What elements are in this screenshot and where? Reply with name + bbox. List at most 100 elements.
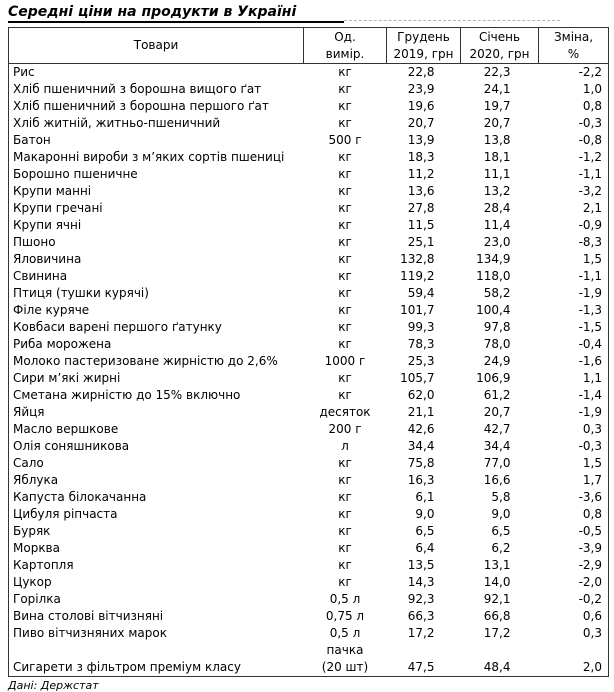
product-name-cell: Олія соняшникова bbox=[13, 439, 130, 453]
price-jan-2020-cell: 42,7 bbox=[483, 422, 511, 436]
price-jan-2020-cell: 18,1 bbox=[483, 150, 511, 164]
change-pct-cell: -2,2 bbox=[578, 65, 602, 79]
change-pct-cell: 0,3 bbox=[582, 626, 602, 640]
change-pct-cell: 2,1 bbox=[582, 201, 602, 215]
product-name-cell: Горілка bbox=[13, 592, 61, 606]
product-name-cell: Цукор bbox=[13, 575, 52, 589]
price-jan-2020-cell: 66,8 bbox=[483, 609, 511, 623]
product-name-cell: Свинина bbox=[13, 269, 68, 283]
table-row: Рис кг 22,8 22,3 -2,2 bbox=[9, 64, 609, 82]
unit-cell: кг bbox=[338, 575, 352, 589]
price-jan-2020-cell: 20,7 bbox=[483, 116, 511, 130]
title-row: Середні ціни на продукти в Україні bbox=[8, 5, 560, 23]
unit-cell: 500 г bbox=[328, 133, 362, 147]
unit-cell: пачка (20 шт) bbox=[321, 643, 369, 674]
unit-cell: кг bbox=[338, 65, 352, 79]
change-pct-cell: -0,2 bbox=[578, 592, 602, 606]
price-jan-2020-cell: 48,4 bbox=[483, 660, 511, 674]
price-dec-2019-cell: 34,4 bbox=[407, 439, 435, 453]
unit-cell: кг bbox=[338, 473, 352, 487]
product-name-cell: Сало bbox=[13, 456, 44, 470]
product-name-cell: Ковбаси варені першого ґатунку bbox=[13, 320, 222, 334]
table-row: Свинина кг 119,2 118,0 -1,1 bbox=[9, 268, 609, 285]
table-row: Хліб пшеничний з борошна першого ґат кг 19… bbox=[9, 98, 609, 115]
price-dec-2019-cell: 21,1 bbox=[407, 405, 435, 419]
price-dec-2019-cell: 11,2 bbox=[407, 167, 435, 181]
price-dec-2019-cell: 132,8 bbox=[400, 252, 435, 266]
price-dec-2019-cell: 62,0 bbox=[407, 388, 435, 402]
change-pct-cell: 0,8 bbox=[582, 507, 602, 521]
table-row: Борошно пшеничне кг 11,2 11,1 -1,1 bbox=[9, 166, 609, 183]
price-dec-2019-cell: 6,1 bbox=[415, 490, 435, 504]
change-pct-cell: 0,8 bbox=[582, 99, 602, 113]
product-name-cell: Крупи гречані bbox=[13, 201, 103, 215]
column-header-change: Зміна, % bbox=[538, 27, 609, 64]
price-dec-2019-cell: 119,2 bbox=[400, 269, 435, 283]
table-row: Вина столові вітчизняні 0,75 л 66,3 66,8 0,6 bbox=[9, 608, 609, 625]
unit-cell: кг bbox=[338, 286, 352, 300]
price-jan-2020-cell: 100,4 bbox=[476, 303, 511, 317]
product-name-cell: Філе куряче bbox=[13, 303, 90, 317]
change-pct-cell: -2,9 bbox=[578, 558, 602, 572]
unit-cell: 1000 г bbox=[324, 354, 366, 368]
price-dec-2019-cell: 17,2 bbox=[407, 626, 435, 640]
table-row: Картопля кг 13,5 13,1 -2,9 bbox=[9, 557, 609, 574]
price-jan-2020-cell: 13,1 bbox=[483, 558, 511, 572]
price-dec-2019-cell: 66,3 bbox=[407, 609, 435, 623]
change-pct-cell: 1,5 bbox=[582, 456, 602, 470]
price-jan-2020-cell: 134,9 bbox=[476, 252, 511, 266]
price-dec-2019-cell: 27,8 bbox=[407, 201, 435, 215]
price-dec-2019-cell: 22,8 bbox=[407, 65, 435, 79]
product-name-cell: Яблука bbox=[13, 473, 59, 487]
product-name-cell: Цибуля ріпчаста bbox=[13, 507, 118, 521]
product-name-cell: Сигарети з фільтром преміум класу bbox=[13, 660, 241, 674]
product-name-cell: Масло вершкове bbox=[13, 422, 119, 436]
unit-cell: кг bbox=[338, 541, 352, 555]
price-dec-2019-cell: 19,6 bbox=[407, 99, 435, 113]
unit-cell: кг bbox=[338, 82, 352, 96]
price-dec-2019-cell: 75,8 bbox=[407, 456, 435, 470]
price-jan-2020-cell: 6,5 bbox=[491, 524, 511, 538]
product-name-cell: Батон bbox=[13, 133, 51, 147]
price-jan-2020-cell: 11,1 bbox=[483, 167, 511, 181]
unit-cell: кг bbox=[338, 303, 352, 317]
change-pct-cell: -1,4 bbox=[578, 388, 602, 402]
table-row: Олія соняшникова л 34,4 34,4 -0,3 bbox=[9, 438, 609, 455]
unit-cell: кг bbox=[338, 490, 352, 504]
price-dec-2019-cell: 13,9 bbox=[407, 133, 435, 147]
change-pct-cell: -3,2 bbox=[578, 184, 602, 198]
table-row: Цукор кг 14,3 14,0 -2,0 bbox=[9, 574, 609, 591]
product-name-cell: Молоко пастеризоване жирністю до 2,6% bbox=[13, 354, 278, 368]
price-jan-2020-cell: 14,0 bbox=[483, 575, 511, 589]
product-name-cell: Хліб пшеничний з борошна вищого ґат bbox=[13, 82, 262, 96]
price-dec-2019-cell: 101,7 bbox=[400, 303, 435, 317]
product-name-cell: Крупи манні bbox=[13, 184, 92, 198]
unit-cell: кг bbox=[338, 371, 352, 385]
price-dec-2019-cell: 105,7 bbox=[400, 371, 435, 385]
page-title: Середні ціни на продукти в Україні bbox=[8, 5, 345, 23]
price-jan-2020-cell: 34,4 bbox=[483, 439, 511, 453]
price-jan-2020-cell: 13,2 bbox=[483, 184, 511, 198]
change-pct-cell: -1,1 bbox=[578, 269, 602, 283]
price-dec-2019-cell: 11,5 bbox=[407, 218, 435, 232]
unit-cell: кг bbox=[338, 167, 352, 181]
price-jan-2020-cell: 6,2 bbox=[491, 541, 511, 555]
price-jan-2020-cell: 78,0 bbox=[483, 337, 511, 351]
table-row: Сало кг 75,8 77,0 1,5 bbox=[9, 455, 609, 472]
table-row: Пшоно кг 25,1 23,0 -8,3 bbox=[9, 234, 609, 251]
price-dec-2019-cell: 59,4 bbox=[407, 286, 435, 300]
unit-cell: кг bbox=[338, 99, 352, 113]
table-row: Хліб житній, житньо-пшеничний кг 20,7 20,7 -… bbox=[9, 115, 609, 132]
price-dec-2019-cell: 23,9 bbox=[407, 82, 435, 96]
change-pct-cell: 1,1 bbox=[582, 371, 602, 385]
unit-cell: кг bbox=[338, 558, 352, 572]
price-jan-2020-cell: 106,9 bbox=[476, 371, 511, 385]
change-pct-cell: 1,5 bbox=[582, 252, 602, 266]
change-pct-cell: -3,9 bbox=[578, 541, 602, 555]
unit-cell: кг bbox=[338, 150, 352, 164]
table-row: Макаронні вироби з м’яких сортів пшениці… bbox=[9, 149, 609, 166]
price-jan-2020-cell: 24,1 bbox=[483, 82, 511, 96]
table-row: Цибуля ріпчаста кг 9,0 9,0 0,8 bbox=[9, 506, 609, 523]
unit-cell: кг bbox=[338, 116, 352, 130]
unit-cell: кг bbox=[338, 337, 352, 351]
